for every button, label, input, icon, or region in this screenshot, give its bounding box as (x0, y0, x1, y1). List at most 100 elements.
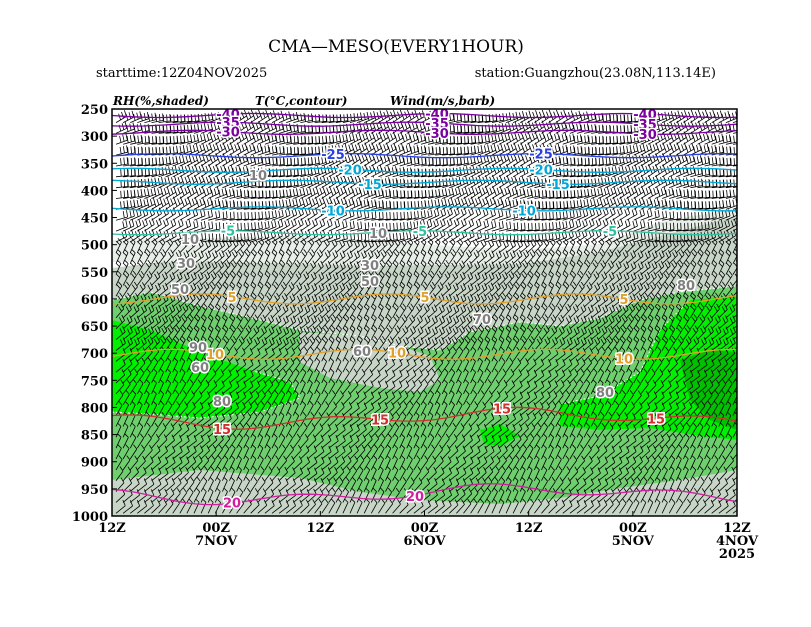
temperature-contour-5 (112, 293, 737, 305)
rh-label-30-0: 30 (177, 257, 195, 272)
temperature-contour--25 (112, 153, 737, 159)
temperature-label--15-1: -15 (546, 178, 570, 193)
x-tick-label-3-0: 00Z (411, 521, 439, 536)
rh-label-90-0: 90 (189, 341, 207, 356)
rh-label-10-0: 10 (249, 169, 267, 184)
rh-label-50-1: 50 (361, 275, 379, 290)
temperature-contour--5 (112, 230, 737, 236)
rh-label-50-0: 50 (171, 283, 189, 298)
temperature-label--20-0: -20 (338, 163, 362, 178)
rh-label-10-2: 10 (369, 227, 387, 242)
temperature-label-20-1: 20 (406, 490, 424, 505)
temperature-label--5-1: -5 (413, 225, 427, 240)
y-tick-label-250: 250 (81, 103, 108, 118)
rh-shade-60-lower (112, 470, 737, 516)
temperature-contour--20 (112, 167, 737, 173)
y-tick-label-700: 700 (81, 347, 108, 362)
rh-label-10-1: 10 (181, 233, 199, 248)
y-axis: 250 300 350 400 450 500 550 600 650 700 750 800 850 9… (72, 103, 117, 525)
temperature-label-5-2: 5 (619, 293, 628, 308)
y-tick-label-500: 500 (81, 239, 108, 254)
temperature-label--5-0: -5 (221, 225, 235, 240)
chart-title: CMA—MESO(EVERY1HOUR) (268, 37, 524, 57)
temperature-contour--35 (112, 121, 737, 127)
rh-label-30-1: 30 (361, 259, 379, 274)
temperature-label-10-2: 10 (615, 353, 633, 368)
rh-shade-90-right (560, 296, 737, 440)
x-tick-label-5-1: 5NOV (612, 534, 655, 549)
rh-contour-90-right (559, 299, 691, 405)
temperature-label-15-3: 15 (647, 412, 665, 427)
plot-area: -40 -40 -40-35 -35 -35-30 -30 -30-25 -25-20 -20-… (112, 108, 737, 516)
y-tick-label-750: 750 (81, 374, 108, 389)
y-tick-label-650: 650 (81, 320, 108, 335)
start-time-label: starttime:12Z04NOV2025 (96, 66, 267, 81)
temperature-label--40-2: -40 (633, 108, 657, 123)
wind-barb-field (115, 109, 737, 514)
temperature-label--25-1: -25 (529, 148, 553, 163)
y-tick-label-1000: 1000 (72, 510, 108, 525)
x-tick-label-0-0: 12Z (98, 521, 126, 536)
rh-legend-label: RH(%,shaded) (112, 94, 209, 108)
y-tick-label-950: 950 (81, 483, 108, 498)
rh-label-80-2: 80 (677, 279, 695, 294)
temperature-label--35-2: -35 (633, 118, 657, 133)
temperature-contour--15 (112, 179, 737, 185)
y-tick-label-450: 450 (81, 212, 108, 227)
temperature-contour-10 (112, 348, 737, 360)
rh-label-70-0: 70 (473, 313, 491, 328)
temperature-label--15-0: -15 (358, 178, 382, 193)
temperature-label--40-0: -40 (216, 108, 240, 123)
x-tick-label-3-1: 6NOV (403, 534, 446, 549)
temperature-label-15-0: 15 (213, 423, 231, 438)
temperature-label--10-1: -10 (512, 205, 536, 220)
temperature-label-5-1: 5 (420, 291, 429, 306)
x-tick-label-6-0: 12Z (723, 521, 751, 536)
temperature-label-5-0: 5 (227, 291, 236, 306)
x-tick-label-1-0: 00Z (202, 521, 230, 536)
temperature-label--30-0: -30 (216, 125, 240, 140)
temperature-label--20-1: -20 (529, 163, 553, 178)
temperature-label--35-1: -35 (425, 117, 449, 132)
y-tick-label-800: 800 (81, 401, 108, 416)
temperature-contour--10 (112, 206, 737, 212)
y-tick-label-400: 400 (81, 184, 108, 199)
temperature-label--5-2: -5 (603, 225, 617, 240)
temperature-contour--40 (112, 112, 737, 119)
x-tick-label-4-0: 12Z (515, 521, 543, 536)
y-tick-label-900: 900 (81, 456, 108, 471)
station-label: station:Guangzhou(23.08N,113.14E) (475, 66, 716, 81)
y-tick-label-350: 350 (81, 157, 108, 172)
temperature-contour--30 (112, 129, 737, 135)
temperature-label-15-1: 15 (371, 414, 389, 429)
temperature-contour-20 (112, 483, 737, 506)
temperature-label--30-2: -30 (633, 128, 657, 143)
rh-label-60-1: 60 (353, 345, 371, 360)
y-tick-label-300: 300 (81, 130, 108, 145)
y-tick-label-600: 600 (81, 293, 108, 308)
temperature-label--40-1: -40 (425, 108, 449, 123)
rh-shade-80 (112, 286, 737, 516)
temperature-contour-15 (112, 406, 737, 430)
temperature-label-10-0: 10 (206, 348, 224, 363)
rh-shade-70-tongue (300, 332, 440, 392)
temperature-label--30-1: -30 (425, 127, 449, 142)
temperature-label-10-1: 10 (388, 346, 406, 361)
rh-label-80-0: 80 (213, 395, 231, 410)
x-tick-label-1-1: 7NOV (195, 534, 238, 549)
temperature-label--10-0: -10 (321, 204, 345, 219)
x-tick-label-2-0: 12Z (307, 521, 335, 536)
temperature-contours: -40 -40 -40-35 -35 -35-30 -30 -30-25 -25-20 -20-… (112, 108, 737, 513)
x-tick-label-6-1: 4NOV (716, 534, 759, 549)
temperature-label--25-0: -25 (321, 148, 345, 163)
temperature-label-20-0: 20 (223, 497, 241, 512)
y-tick-label-850: 850 (81, 429, 108, 444)
wind-legend-label: Wind(m/s,barb) (390, 94, 495, 108)
temperature-legend-label: T(°C,contour) (255, 94, 347, 108)
x-tick-label-5-0: 00Z (619, 521, 647, 536)
rh-label-80-1: 80 (596, 386, 614, 401)
temperature-label--35-0: -35 (216, 116, 240, 131)
